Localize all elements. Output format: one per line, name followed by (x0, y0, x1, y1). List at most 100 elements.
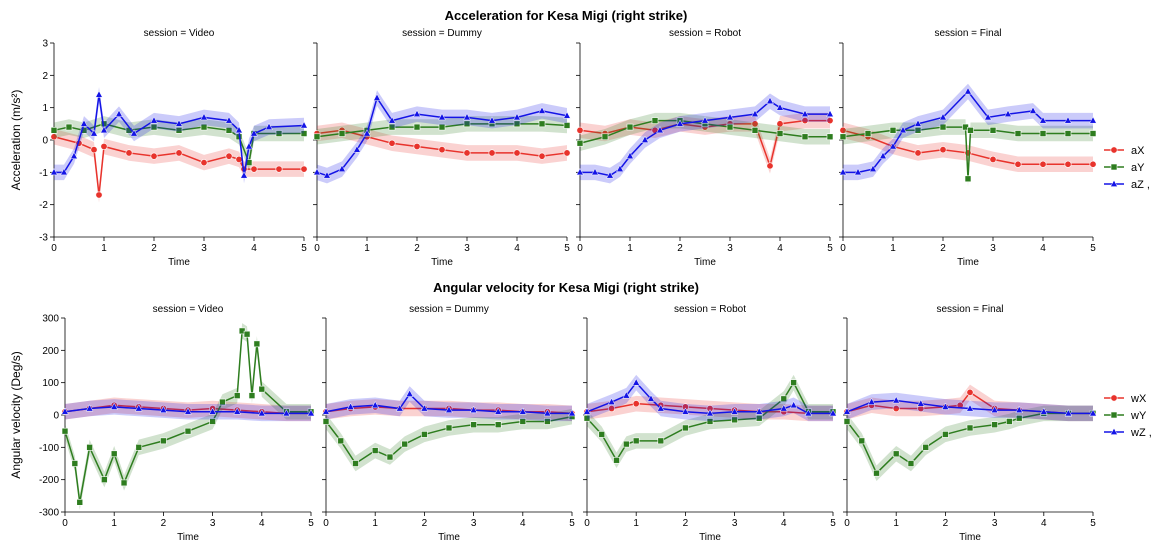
y-tick-label-1: -100 (39, 443, 59, 454)
data-point-aX-2 (776, 120, 784, 128)
data-point-wZ-0 (85, 404, 94, 412)
legend-label-aY: aY (1131, 162, 1145, 174)
legend-marker-aY (1110, 163, 1118, 171)
data-point-wY-2 (598, 431, 606, 438)
data-point-wY-0 (61, 427, 69, 435)
data-point-wZ-2 (583, 407, 591, 415)
data-point-wY-0 (248, 392, 256, 399)
data-point-aX-0 (200, 159, 208, 167)
data-point-aZ-1 (353, 145, 361, 153)
data-point-wY-3 (873, 469, 880, 477)
data-point-wZ-2 (755, 407, 764, 415)
x-tick-label-0-1: 2 (414, 243, 420, 254)
x-tick-label-1-3: 0 (844, 518, 850, 529)
data-point-aZ-0 (130, 129, 138, 137)
data-point-wZ-1 (346, 402, 355, 410)
data-point-wZ-1 (405, 389, 414, 397)
data-point-wZ-0 (134, 404, 143, 412)
x-tick-label-0-2: 4 (777, 243, 783, 254)
data-point-aZ-1 (513, 113, 521, 121)
x-tick-label-0-3: 2 (940, 243, 946, 254)
data-point-wY-0 (209, 418, 216, 425)
data-point-aZ-0 (235, 125, 243, 134)
data-point-aX-0 (95, 191, 103, 199)
data-point-aY-3 (1089, 130, 1097, 137)
data-point-wZ-1 (494, 407, 503, 415)
data-point-aZ-0 (265, 122, 273, 130)
x-tick-label-0-0: 0 (51, 243, 57, 254)
data-point-aZ-0 (245, 142, 253, 150)
data-point-wY-0 (243, 330, 251, 338)
data-point-aX-3 (939, 146, 947, 154)
x-tick-label-0-3: 0 (840, 243, 846, 254)
data-point-aZ-0 (225, 116, 233, 124)
data-point-wZ-0 (307, 409, 315, 417)
x-tick-label-0-0: 3 (201, 243, 207, 254)
data-point-wY-0 (253, 340, 261, 348)
x-axis-label-0-0: Time (168, 257, 190, 268)
data-point-aZ-1 (388, 116, 396, 124)
x-tick-label-1-0: 4 (259, 518, 265, 529)
facet-title-0-2: session = Robot (669, 28, 741, 39)
data-point-wZ-2 (779, 404, 788, 412)
data-point-aZ-0 (70, 151, 78, 160)
x-tick-label-1-1: 0 (323, 518, 329, 529)
data-point-aX-1 (438, 146, 446, 154)
x-axis-label-0-2: Time (694, 257, 716, 268)
x-tick-label-0-2: 2 (677, 243, 683, 254)
data-point-aZ-2 (726, 113, 734, 121)
data-point-aZ-2 (616, 164, 624, 172)
data-point-wY-2 (613, 456, 620, 464)
series-line-aY-0 (53, 123, 304, 166)
data-point-aX-1 (413, 142, 421, 150)
legend-marker-wZ (1110, 427, 1118, 435)
x-tick-label-1-1: 2 (422, 518, 428, 529)
data-point-wZ-3 (916, 399, 925, 407)
legend-marker-wY (1110, 411, 1118, 419)
data-point-wZ-0 (233, 407, 242, 415)
data-point-aY-1 (413, 123, 421, 131)
data-point-aY-1 (513, 120, 521, 128)
data-point-aY-2 (801, 133, 809, 141)
x-tick-label-1-3: 5 (1090, 518, 1096, 529)
x-tick-label-1-3: 2 (943, 518, 949, 529)
data-point-aY-3 (964, 175, 972, 183)
x-tick-label-0-1: 3 (464, 243, 470, 254)
chart-title-0: Acceleration for Kesa Migi (right strike… (445, 8, 688, 23)
data-point-wZ-1 (445, 405, 453, 413)
data-point-wY-2 (682, 424, 689, 432)
data-point-aY-0 (80, 127, 88, 134)
data-point-aX-3 (1014, 160, 1022, 168)
x-tick-label-1-3: 4 (1041, 518, 1047, 529)
data-point-wY-0 (120, 479, 128, 487)
data-point-aZ-3 (839, 168, 847, 176)
data-point-wY-1 (337, 437, 345, 445)
confidence-band-aZ-1 (317, 90, 567, 184)
data-point-aY-0 (150, 123, 158, 131)
data-point-aY-1 (388, 123, 396, 131)
confidence-band-aY-3 (843, 119, 1093, 187)
data-point-aX-2 (576, 126, 584, 134)
y-tick-label-1: -300 (39, 508, 59, 519)
data-point-aX-1 (488, 149, 496, 157)
data-point-wY-2 (780, 395, 788, 403)
x-tick-label-0-1: 5 (564, 243, 570, 254)
data-point-aZ-2 (606, 171, 614, 179)
data-point-wY-1 (371, 447, 379, 454)
legend-label-aX: aX (1131, 145, 1145, 157)
data-point-aX-3 (964, 149, 972, 157)
data-point-aX-0 (275, 165, 283, 173)
legend-marker-wX (1110, 394, 1118, 402)
x-tick-label-1-2: 0 (584, 518, 590, 529)
x-axis-label-1-2: Time (699, 532, 721, 543)
data-point-aY-2 (576, 139, 584, 147)
data-point-aZ-3 (1029, 106, 1037, 114)
data-point-aX-2 (801, 117, 809, 125)
x-tick-label-1-2: 1 (633, 518, 639, 529)
data-point-aY-3 (967, 127, 974, 134)
data-point-wX-2 (632, 400, 640, 408)
confidence-band-wZ-1 (326, 386, 572, 422)
x-tick-label-0-1: 4 (514, 243, 520, 254)
data-point-aZ-1 (463, 113, 471, 121)
x-tick-label-1-2: 2 (683, 518, 689, 529)
